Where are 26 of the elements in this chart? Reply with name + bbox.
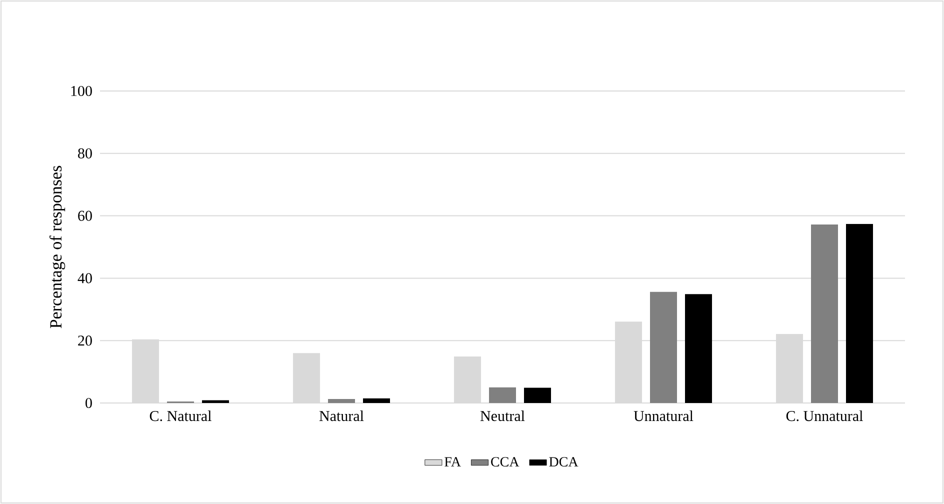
bar xyxy=(489,387,516,403)
x-tick-label: C. Unnatural xyxy=(786,410,863,422)
x-tick-label: C. Natural xyxy=(150,410,212,422)
legend-label: CCA xyxy=(491,457,520,467)
legend-label: DCA xyxy=(549,457,578,467)
bar xyxy=(524,388,552,403)
bar xyxy=(811,224,838,403)
bar xyxy=(328,398,356,403)
x-tick-label: Neutral xyxy=(480,410,525,422)
x-tick-label: Natural xyxy=(319,410,364,422)
y-tick-label: 80 xyxy=(78,148,92,158)
x-tick-label: Unnatural xyxy=(634,410,694,422)
y-tick-label: 40 xyxy=(78,273,92,284)
y-axis-title: Percentage of responses xyxy=(49,166,66,328)
bar xyxy=(650,292,677,403)
y-tick-label: 20 xyxy=(78,336,92,346)
bar xyxy=(202,400,230,403)
bar xyxy=(454,356,481,403)
y-tick-label: 0 xyxy=(86,398,92,408)
bar xyxy=(685,294,712,403)
bar xyxy=(363,398,390,403)
y-tick-label: 60 xyxy=(78,210,92,221)
y-tick-label: 100 xyxy=(71,86,92,96)
bar xyxy=(846,224,874,403)
legend-label: FA xyxy=(444,457,461,466)
bar xyxy=(293,353,320,403)
